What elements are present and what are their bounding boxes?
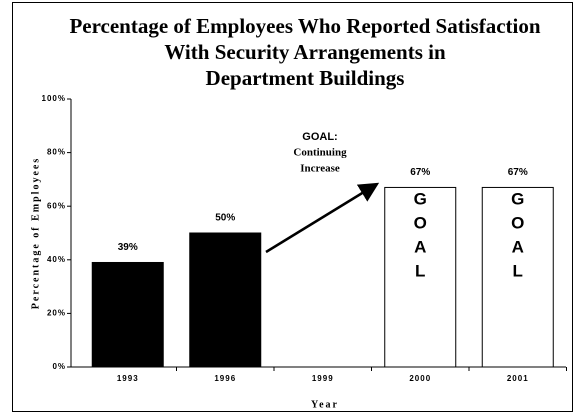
x-tick-label: 1996 bbox=[214, 374, 236, 383]
bar bbox=[481, 186, 554, 368]
value-label: 50% bbox=[215, 213, 235, 224]
y-tick-label: 20% bbox=[47, 309, 66, 318]
y-tick-label: 60% bbox=[47, 201, 66, 210]
annotation: GOAL: bbox=[302, 131, 337, 143]
annotation: Continuing bbox=[293, 147, 347, 159]
value-label: 67% bbox=[410, 167, 430, 178]
x-tick-label: 2000 bbox=[409, 374, 431, 383]
x-tick-label: 1993 bbox=[117, 374, 139, 383]
arrow bbox=[265, 182, 380, 254]
chart-title: Department Buildings bbox=[206, 66, 405, 90]
bar bbox=[91, 261, 164, 368]
y-tick-label: 100% bbox=[42, 94, 66, 103]
y-axis-label: Percentage of Employees bbox=[30, 157, 41, 309]
annotation: Increase bbox=[300, 163, 340, 175]
y-tick-label: 80% bbox=[47, 148, 66, 157]
chart-title: Percentage of Employees Who Reported Sat… bbox=[69, 14, 540, 38]
y-tick-label: 0% bbox=[52, 362, 66, 371]
chart-title: With Security Arrangements in bbox=[164, 40, 446, 64]
value-label: 67% bbox=[508, 167, 528, 178]
x-axis-label: Year bbox=[311, 399, 339, 410]
bar bbox=[384, 186, 457, 368]
x-tick-label: 2001 bbox=[507, 374, 529, 383]
x-tick-label: 1999 bbox=[312, 374, 334, 383]
y-tick-label: 40% bbox=[47, 255, 66, 264]
bar bbox=[189, 232, 262, 368]
value-label: 39% bbox=[118, 242, 138, 253]
